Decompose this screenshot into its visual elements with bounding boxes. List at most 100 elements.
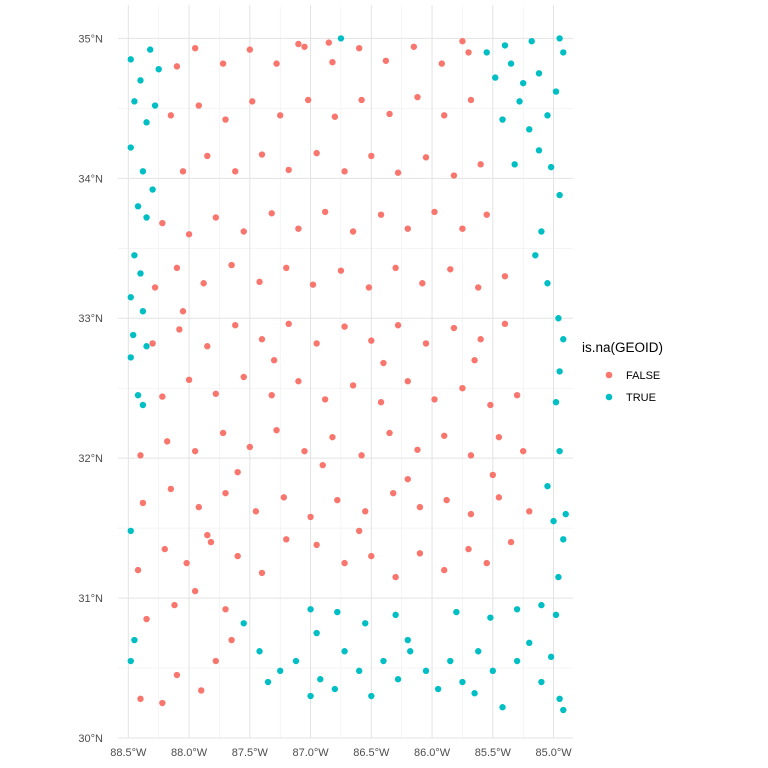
data-point <box>501 273 509 280</box>
data-point <box>438 60 445 67</box>
data-point <box>146 46 154 53</box>
data-point <box>276 667 284 675</box>
data-point <box>276 112 284 119</box>
data-point <box>556 368 563 375</box>
data-point <box>167 485 175 493</box>
data-point <box>131 98 138 105</box>
data-point <box>222 606 229 613</box>
data-point <box>137 77 144 84</box>
data-point <box>365 284 373 291</box>
data-point <box>301 447 308 455</box>
data-point <box>321 396 329 403</box>
data-point <box>313 629 320 637</box>
legend-label-true: TRUE <box>626 392 656 404</box>
data-point <box>414 446 421 453</box>
data-point <box>139 308 147 315</box>
data-point <box>362 620 369 627</box>
data-point <box>246 46 254 53</box>
x-axis-tick-labels: 88.5°W 88.0°W 87.5°W 87.0°W 86.5°W 86.0°W 85.5… <box>110 747 572 759</box>
data-point <box>404 225 411 232</box>
data-point <box>151 284 159 291</box>
data-point <box>465 545 472 553</box>
data-point <box>234 552 241 560</box>
data-point <box>246 443 254 451</box>
data-point <box>355 667 363 675</box>
data-point <box>167 112 175 119</box>
data-point <box>483 559 490 567</box>
data-point <box>256 648 263 655</box>
data-point <box>386 429 393 437</box>
data-point <box>222 116 229 123</box>
data-point <box>127 527 134 535</box>
data-point <box>552 398 560 406</box>
data-point <box>234 468 241 476</box>
data-point <box>139 168 147 175</box>
data-point <box>256 278 263 286</box>
data-point <box>535 147 543 154</box>
data-point <box>394 169 402 176</box>
data-point <box>331 113 339 120</box>
data-point <box>450 324 458 332</box>
data-point <box>292 657 300 665</box>
data-point <box>309 281 317 288</box>
data-point <box>143 214 150 221</box>
data-point <box>127 294 134 301</box>
data-point <box>419 280 426 287</box>
x-tick-label: 86.0°W <box>414 747 451 759</box>
data-point <box>307 513 314 521</box>
data-point <box>212 657 220 665</box>
data-point <box>127 657 134 665</box>
data-point <box>355 44 363 52</box>
data-point <box>176 326 183 333</box>
data-point <box>341 648 348 655</box>
data-point <box>341 323 348 330</box>
data-point <box>331 685 339 693</box>
data-point <box>516 98 523 105</box>
data-point <box>131 252 138 259</box>
x-tick-label: 88.0°W <box>171 747 208 759</box>
data-point <box>295 378 302 385</box>
data-point <box>219 429 227 437</box>
data-point <box>159 699 166 707</box>
data-point <box>501 320 509 328</box>
data-point <box>556 447 563 455</box>
data-point <box>355 527 363 535</box>
data-point <box>467 96 475 104</box>
data-point <box>134 203 142 210</box>
data-point <box>191 447 199 455</box>
data-point <box>560 336 567 343</box>
data-point <box>528 37 535 45</box>
y-tick-label: 31°N <box>78 593 103 605</box>
data-point <box>159 393 166 400</box>
data-point <box>127 354 134 361</box>
data-point <box>334 496 341 504</box>
data-point <box>434 685 442 693</box>
series-false <box>134 37 533 707</box>
data-point <box>443 496 450 504</box>
data-point <box>560 536 567 543</box>
data-point <box>394 676 402 683</box>
data-point <box>519 79 527 87</box>
data-point <box>382 57 390 64</box>
data-point <box>499 116 506 123</box>
data-point <box>477 161 484 168</box>
data-point <box>258 569 266 577</box>
data-point <box>183 559 190 567</box>
data-point <box>349 382 357 389</box>
data-point <box>392 573 399 581</box>
data-point <box>139 401 147 409</box>
data-point <box>349 228 357 235</box>
data-point <box>143 615 150 623</box>
data-point <box>195 503 202 511</box>
data-point <box>499 704 506 711</box>
data-point <box>447 266 454 273</box>
data-point <box>313 340 320 347</box>
data-point <box>204 343 211 350</box>
data-point <box>459 678 466 686</box>
data-point <box>304 96 312 104</box>
data-point <box>392 611 399 619</box>
data-point <box>283 536 290 543</box>
data-point <box>377 211 385 218</box>
